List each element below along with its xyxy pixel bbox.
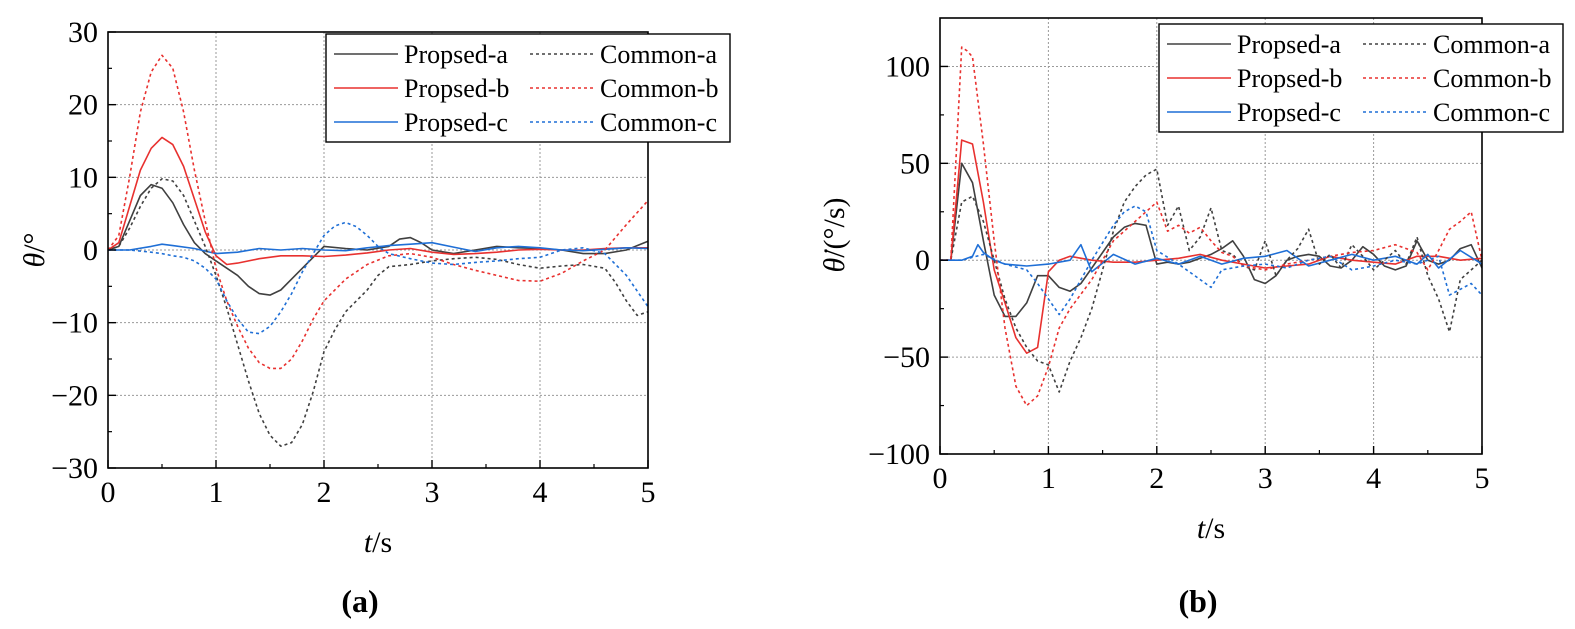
legend-label: Common-b bbox=[600, 74, 718, 103]
legend-label: Propsed-c bbox=[404, 108, 508, 137]
series-line-common-a bbox=[940, 168, 1482, 393]
legend-label: Propsed-b bbox=[404, 74, 509, 103]
y-tick-label: −10 bbox=[51, 307, 98, 340]
series-line-propsed-b bbox=[108, 136, 648, 266]
series-line-common-c bbox=[108, 221, 648, 335]
ticks-b: 0 1 2 3 4 5 −100 −50 0 50 100 bbox=[868, 50, 1489, 495]
y-tick-label: 0 bbox=[915, 244, 930, 277]
x-axis-label-a: t/s bbox=[364, 526, 392, 559]
legend-label: Common-a bbox=[1433, 30, 1550, 59]
legend-label: Propsed-a bbox=[404, 40, 508, 69]
legend-label: Propsed-c bbox=[1237, 98, 1341, 127]
x-tick-label: 2 bbox=[317, 476, 332, 509]
legend-label: Propsed-b bbox=[1237, 64, 1342, 93]
series-line-propsed-c bbox=[108, 241, 648, 255]
y-tick-label: 50 bbox=[900, 147, 930, 180]
legend-a: Propsed-a Propsed-b Propsed-c Common-a Commo… bbox=[325, 33, 731, 143]
panel-label-a: (a) bbox=[341, 583, 378, 619]
x-tick-label: 5 bbox=[641, 476, 656, 509]
legend-label: Common-c bbox=[600, 108, 717, 137]
x-tick-label: 2 bbox=[1149, 462, 1164, 495]
y-tick-label: 100 bbox=[885, 50, 930, 83]
legend-b: Propsed-a Propsed-b Propsed-c Common-a Commo… bbox=[1158, 23, 1564, 133]
legend-label: Common-b bbox=[1433, 64, 1551, 93]
y-tick-label: −100 bbox=[868, 438, 930, 471]
series-line-common-b bbox=[108, 54, 648, 370]
y-tick-label: −50 bbox=[883, 341, 930, 374]
y-tick-label: 30 bbox=[68, 16, 98, 49]
series-line-propsed-a bbox=[940, 162, 1482, 318]
y-tick-label: 0 bbox=[83, 234, 98, 267]
series-line-propsed-c bbox=[940, 243, 1482, 273]
y-tick-label: −20 bbox=[51, 379, 98, 412]
x-tick-label: 4 bbox=[533, 476, 548, 509]
x-axis-label-b: t/s bbox=[1197, 512, 1225, 545]
y-tick-label: 10 bbox=[68, 161, 98, 194]
series-line-common-b bbox=[940, 46, 1482, 407]
x-tick-label: 4 bbox=[1366, 462, 1381, 495]
x-tick-label: 5 bbox=[1475, 462, 1490, 495]
series-line-common-a bbox=[108, 178, 648, 447]
y-tick-label: −30 bbox=[51, 452, 98, 485]
y-axis-label-a: θ/° bbox=[18, 232, 51, 267]
x-tick-label: 3 bbox=[425, 476, 440, 509]
x-tick-label: 1 bbox=[209, 476, 224, 509]
x-tick-label: 1 bbox=[1041, 462, 1056, 495]
x-tick-label: 0 bbox=[101, 476, 116, 509]
series-group-a bbox=[108, 54, 648, 447]
legend-label: Common-c bbox=[1433, 98, 1550, 127]
x-tick-label: 3 bbox=[1258, 462, 1273, 495]
x-tick-label: 0 bbox=[933, 462, 948, 495]
y-tick-label: 20 bbox=[68, 89, 98, 122]
y-axis-label-b: θ̇/(°/s) bbox=[818, 197, 851, 272]
legend-label: Common-a bbox=[600, 40, 717, 69]
ticks-a: 0 1 2 3 4 5 −30 −20 −10 0 10 20 30 bbox=[51, 16, 655, 509]
series-line-propsed-a bbox=[108, 183, 648, 296]
legend-label: Propsed-a bbox=[1237, 30, 1341, 59]
panel-label-b: (b) bbox=[1178, 583, 1217, 619]
series-line-common-c bbox=[940, 205, 1482, 316]
series-group-b bbox=[940, 46, 1482, 407]
